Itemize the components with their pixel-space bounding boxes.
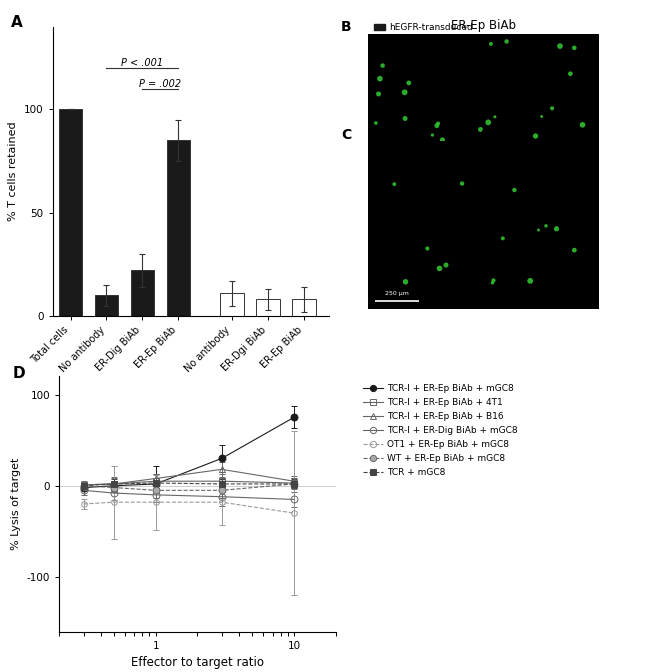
Bar	[131, 270, 154, 316]
Point	[486, 38, 496, 49]
Text: P < .001: P < .001	[121, 58, 163, 68]
Text: C: C	[341, 128, 351, 142]
X-axis label: Effector to target ratio: Effector to target ratio	[131, 657, 264, 669]
Point	[497, 233, 508, 244]
Bar	[257, 299, 280, 316]
Text: P = .002: P = .002	[139, 79, 182, 89]
Point	[457, 178, 467, 189]
Point	[488, 275, 499, 286]
Point	[483, 117, 494, 128]
Bar	[292, 299, 316, 316]
Point	[432, 120, 442, 131]
Point	[377, 60, 388, 71]
Point	[370, 118, 381, 128]
Point	[374, 73, 385, 84]
Point	[551, 223, 562, 234]
Point	[405, 172, 415, 183]
Bar	[95, 295, 118, 316]
Bar	[220, 293, 243, 316]
Point	[509, 185, 520, 196]
Point	[536, 165, 546, 176]
Point	[403, 77, 414, 88]
Point	[555, 41, 565, 52]
Point	[529, 170, 540, 181]
Bar	[59, 110, 82, 316]
Point	[434, 263, 445, 274]
Legend: TCR-I + ER-Ep BiAb + mGC8, TCR-I + ER-Ep BiAb + 4T1, TCR-I + ER-Ep BiAb + B16, T: TCR-I + ER-Ep BiAb + mGC8, TCR-I + ER-Ep…	[360, 381, 521, 481]
Point	[399, 87, 410, 97]
Legend: hEGFR-transduced, Untransduced: hEGFR-transduced, Untransduced	[370, 20, 476, 50]
Point	[577, 120, 588, 130]
Point	[490, 112, 500, 122]
Y-axis label: % Lysis of target: % Lysis of target	[11, 458, 21, 550]
Point	[475, 124, 486, 135]
Point	[541, 220, 551, 231]
Text: 250 μm: 250 μm	[386, 291, 409, 296]
Title: ER-Ep BiAb: ER-Ep BiAb	[451, 19, 516, 32]
Point	[400, 276, 411, 287]
Bar	[166, 140, 190, 316]
Point	[373, 89, 384, 99]
Point	[433, 118, 443, 129]
Point	[569, 245, 580, 255]
Point	[515, 146, 526, 157]
Point	[525, 276, 536, 286]
Point	[574, 152, 585, 163]
Point	[395, 173, 406, 184]
Text: D: D	[13, 366, 25, 381]
Point	[441, 259, 451, 270]
Point	[530, 130, 541, 141]
Text: 250 μm: 250 μm	[386, 183, 409, 188]
Title: Control antibody: Control antibody	[434, 127, 533, 140]
Point	[422, 243, 433, 254]
Point	[565, 69, 576, 79]
Point	[501, 36, 512, 47]
Text: B: B	[341, 20, 351, 34]
Point	[488, 278, 498, 288]
Point	[472, 169, 483, 180]
Y-axis label: % T cells retained: % T cells retained	[9, 122, 18, 221]
Point	[547, 103, 557, 114]
Point	[569, 42, 580, 53]
Point	[536, 111, 547, 122]
Point	[427, 130, 438, 140]
Point	[400, 113, 411, 124]
Text: A: A	[11, 15, 23, 30]
Point	[437, 134, 447, 145]
Point	[533, 224, 544, 235]
Point	[389, 179, 399, 190]
